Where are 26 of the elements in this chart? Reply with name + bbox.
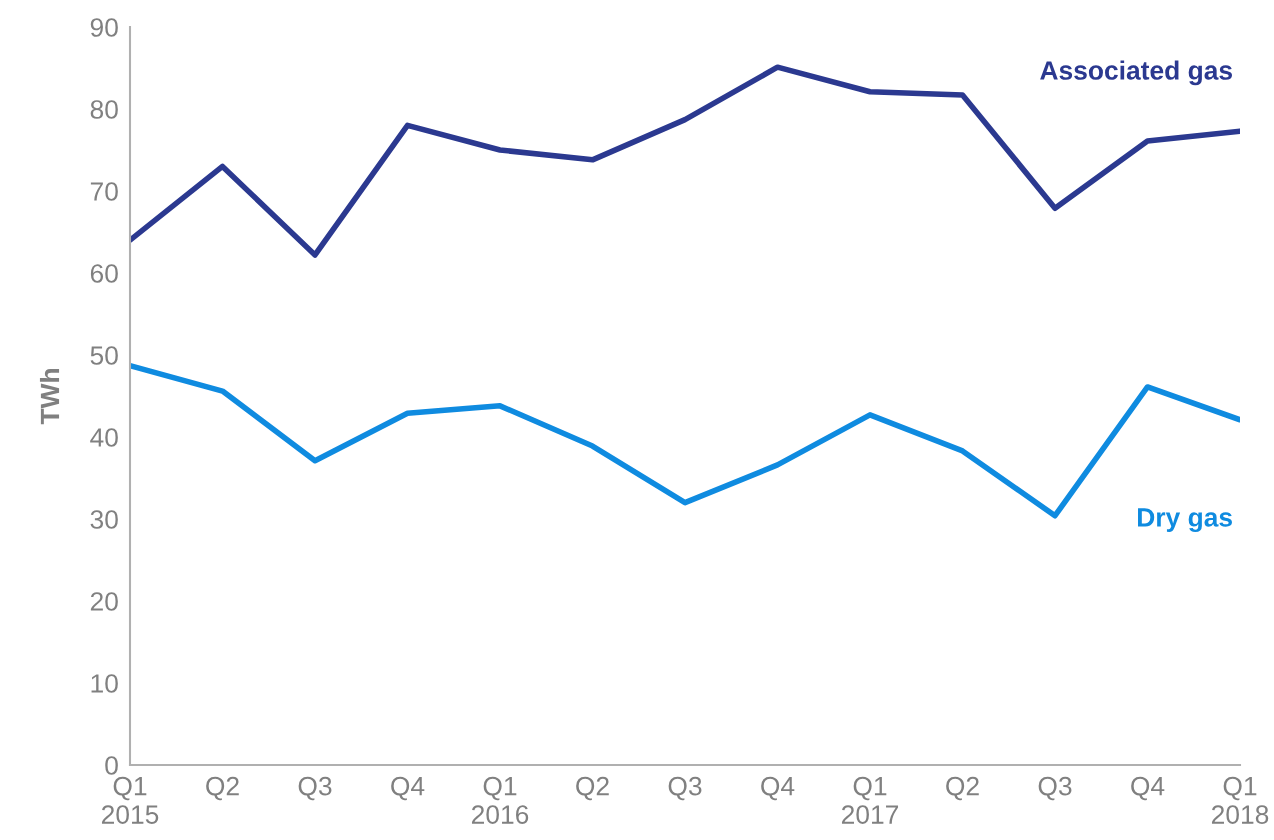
y-tick-label: 0 [105, 756, 118, 775]
x-tick-label: Q1 2017 [841, 776, 899, 824]
x-tick-label: Q2 [576, 776, 609, 801]
y-tick-label: 10 [91, 674, 118, 693]
y-tick-label: 90 [90, 18, 118, 37]
y-tick-label: 60 [90, 264, 118, 283]
x-tick-label: Q4 [391, 776, 425, 801]
y-tick-label: 30 [90, 510, 118, 529]
y-tick-label: 20 [90, 592, 118, 611]
x-tick-label: Q1 2016 [471, 776, 529, 824]
y-tick-label: 80 [90, 100, 118, 119]
y-tick-label: 50 [90, 346, 118, 365]
x-tick-label: Q1 2018 [1211, 776, 1269, 824]
x-tick-label: Q2 [946, 776, 979, 801]
x-tick-label: Q3 [668, 776, 702, 801]
x-tick-label: Q2 [206, 776, 239, 801]
series-label: Associated gas [1040, 60, 1232, 86]
y-tick-label: 40 [90, 428, 118, 447]
x-tick-label: Q4 [761, 776, 795, 801]
text: Dry gas [1138, 508, 1232, 533]
y-tick-label: 70 [90, 182, 118, 201]
y-axis-title: TWh [39, 369, 60, 425]
x-tick-label: Q4 [1131, 776, 1165, 801]
x-tick-label: Q3 [298, 776, 332, 801]
x-tick-label: Q1 2015 [101, 776, 159, 824]
x-tick-label: Q3 [1038, 776, 1072, 801]
